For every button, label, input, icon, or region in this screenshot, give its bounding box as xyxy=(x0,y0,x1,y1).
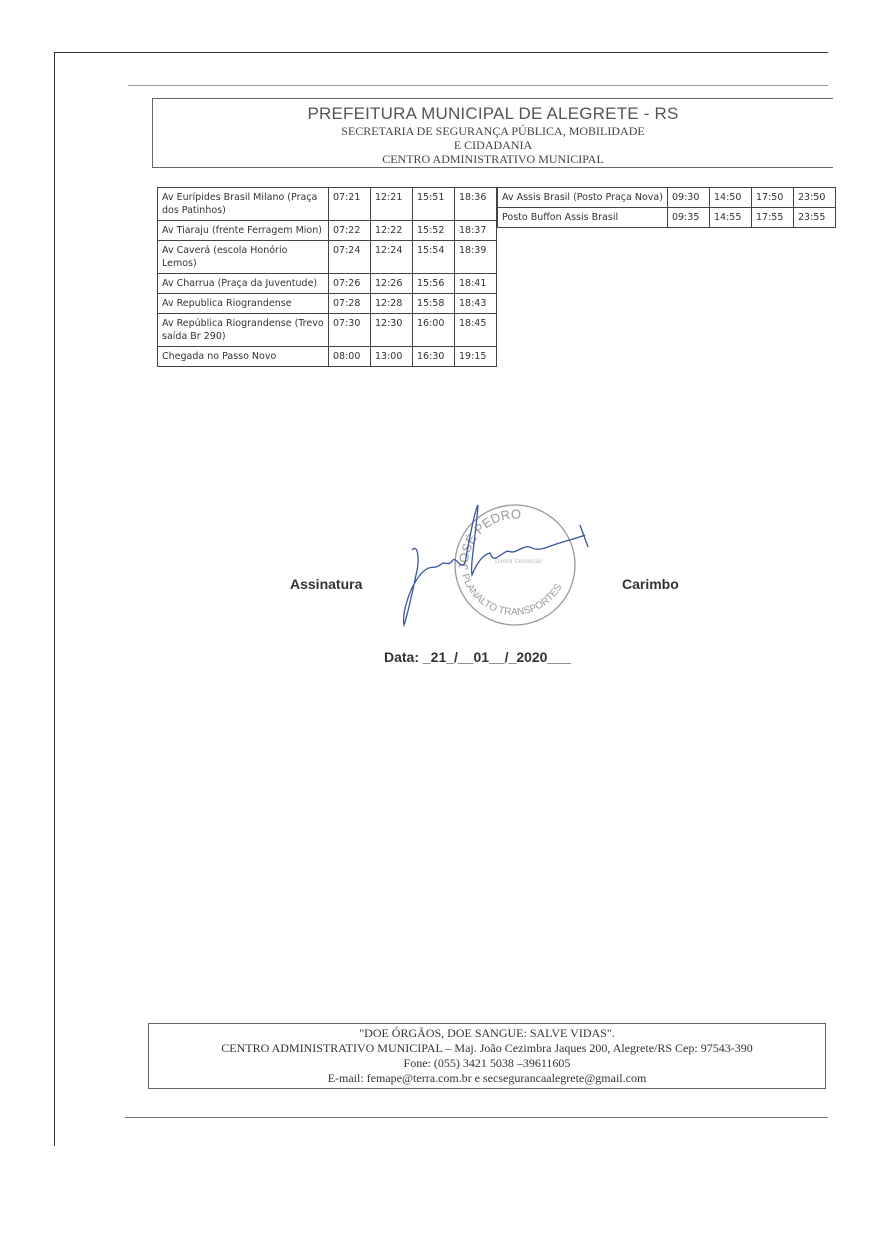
stop-name: Av Republica Riograndense xyxy=(157,293,329,314)
departure-time: 17:50 xyxy=(751,187,794,208)
departure-time: 07:24 xyxy=(328,240,371,274)
departure-time: 14:55 xyxy=(709,207,752,228)
table-row: Av Republica Riograndense 07:28 12:28 15:58… xyxy=(157,293,497,314)
departure-time: 23:50 xyxy=(793,187,836,208)
departure-time: 15:51 xyxy=(412,187,455,221)
letterhead-title: PREFEITURA MUNICIPAL DE ALEGRETE - RS xyxy=(307,104,679,123)
table-row: Av Caverá (escola Honório Lemos) 07:24 12:… xyxy=(157,240,497,274)
departure-time: 15:54 xyxy=(412,240,455,274)
stop-name: Av Charrua (Praça da Juventude) xyxy=(157,273,329,294)
departure-time: 15:56 xyxy=(412,273,455,294)
departure-time: 16:30 xyxy=(412,346,455,367)
stop-name: Av Caverá (escola Honório Lemos) xyxy=(157,240,329,274)
departure-time: 15:52 xyxy=(412,220,455,241)
departure-time: 08:00 xyxy=(328,346,371,367)
table-row: Av Charrua (Praça da Juventude) 07:26 12:2… xyxy=(157,273,497,294)
stop-name: Av República Riograndense (Trevo saída B… xyxy=(157,313,329,347)
departure-time: 12:21 xyxy=(370,187,413,221)
table-row: Chegada no Passo Novo 08:00 13:00 16:30 19:1… xyxy=(157,346,497,367)
departure-time: 18:45 xyxy=(454,313,497,347)
page-border-left xyxy=(54,52,55,1146)
stop-name: Av Assis Brasil (Posto Praça Nova) xyxy=(497,187,668,208)
footer-email: E-mail: femape@terra.com.br e secseguran… xyxy=(327,1071,647,1085)
departure-time: 07:30 xyxy=(328,313,371,347)
letterhead-line: CENTRO ADMINISTRATIVO MUNICIPAL xyxy=(382,152,604,166)
departure-time: 18:41 xyxy=(454,273,497,294)
letterhead: PREFEITURA MUNICIPAL DE ALEGRETE - RS SE… xyxy=(152,98,833,168)
departure-time: 07:26 xyxy=(328,273,371,294)
departure-time: 12:30 xyxy=(370,313,413,347)
table-row: Av Assis Brasil (Posto Praça Nova) 09:30 1… xyxy=(497,187,836,208)
schedule-table-right: Av Assis Brasil (Posto Praça Nova) 09:30 1… xyxy=(497,187,836,228)
departure-time: 09:30 xyxy=(667,187,710,208)
svg-text:Diretor Comercial: Diretor Comercial xyxy=(495,559,542,565)
departure-time: 09:35 xyxy=(667,207,710,228)
stop-name: Av Eurípides Brasil Milano (Praça dos Pa… xyxy=(157,187,329,221)
table-row: Av República Riograndense (Trevo saída B… xyxy=(157,313,497,347)
stamp-and-signature: JOSÉ PEDRO PLANALTO TRANSPORTES Diretor … xyxy=(402,504,589,628)
signature-label: Assinatura xyxy=(290,576,363,592)
stop-name: Chegada no Passo Novo xyxy=(157,346,329,367)
schedule-table-left: Av Eurípides Brasil Milano (Praça dos Pa… xyxy=(157,187,497,367)
stop-name: Posto Buffon Assis Brasil xyxy=(497,207,668,228)
stamp-circle xyxy=(454,504,576,626)
table-row: Av Tiaraju (frente Ferragem Mion) 07:22 12… xyxy=(157,220,497,241)
footer-rule xyxy=(125,1117,828,1118)
departure-time: 18:37 xyxy=(454,220,497,241)
footer-address: CENTRO ADMINISTRATIVO MUNICIPAL – Maj. J… xyxy=(221,1041,753,1055)
letterhead-line: E CIDADANIA xyxy=(453,138,533,152)
signature-stroke xyxy=(402,504,589,628)
departure-time: 15:58 xyxy=(412,293,455,314)
table-row: Posto Buffon Assis Brasil 09:35 14:55 17:55… xyxy=(497,207,836,228)
departure-time: 16:00 xyxy=(412,313,455,347)
svg-text:PLANALTO TRANSPORTES: PLANALTO TRANSPORTES xyxy=(459,572,565,618)
departure-time: 13:00 xyxy=(370,346,413,367)
table-row: Av Eurípides Brasil Milano (Praça dos Pa… xyxy=(157,187,497,221)
page-border-top xyxy=(54,52,828,53)
departure-time: 23:55 xyxy=(793,207,836,228)
date-field: Data: _21_/__01__/_2020___ xyxy=(384,649,571,665)
departure-time: 19:15 xyxy=(454,346,497,367)
departure-time: 12:26 xyxy=(370,273,413,294)
stamp-label: Carimbo xyxy=(622,576,679,592)
departure-time: 14:50 xyxy=(709,187,752,208)
departure-time: 12:24 xyxy=(370,240,413,274)
departure-time: 18:43 xyxy=(454,293,497,314)
letterhead-line: SECRETARIA DE SEGURANÇA PÚBLICA, MOBILID… xyxy=(341,124,645,138)
departure-time: 17:55 xyxy=(751,207,794,228)
footer-phone: Fone: (055) 3421 5038 –39611605 xyxy=(403,1056,571,1070)
departure-time: 18:36 xyxy=(454,187,497,221)
footer-box: "DOE ÓRGÃOS, DOE SANGUE: SALVE VIDAS". C… xyxy=(148,1023,826,1089)
stop-name: Av Tiaraju (frente Ferragem Mion) xyxy=(157,220,329,241)
departure-time: 07:22 xyxy=(328,220,371,241)
departure-time: 07:28 xyxy=(328,293,371,314)
header-rule xyxy=(128,85,828,86)
departure-time: 12:28 xyxy=(370,293,413,314)
footer-slogan: "DOE ÓRGÃOS, DOE SANGUE: SALVE VIDAS". xyxy=(359,1026,615,1040)
departure-time: 18:39 xyxy=(454,240,497,274)
departure-time: 12:22 xyxy=(370,220,413,241)
departure-time: 07:21 xyxy=(328,187,371,221)
